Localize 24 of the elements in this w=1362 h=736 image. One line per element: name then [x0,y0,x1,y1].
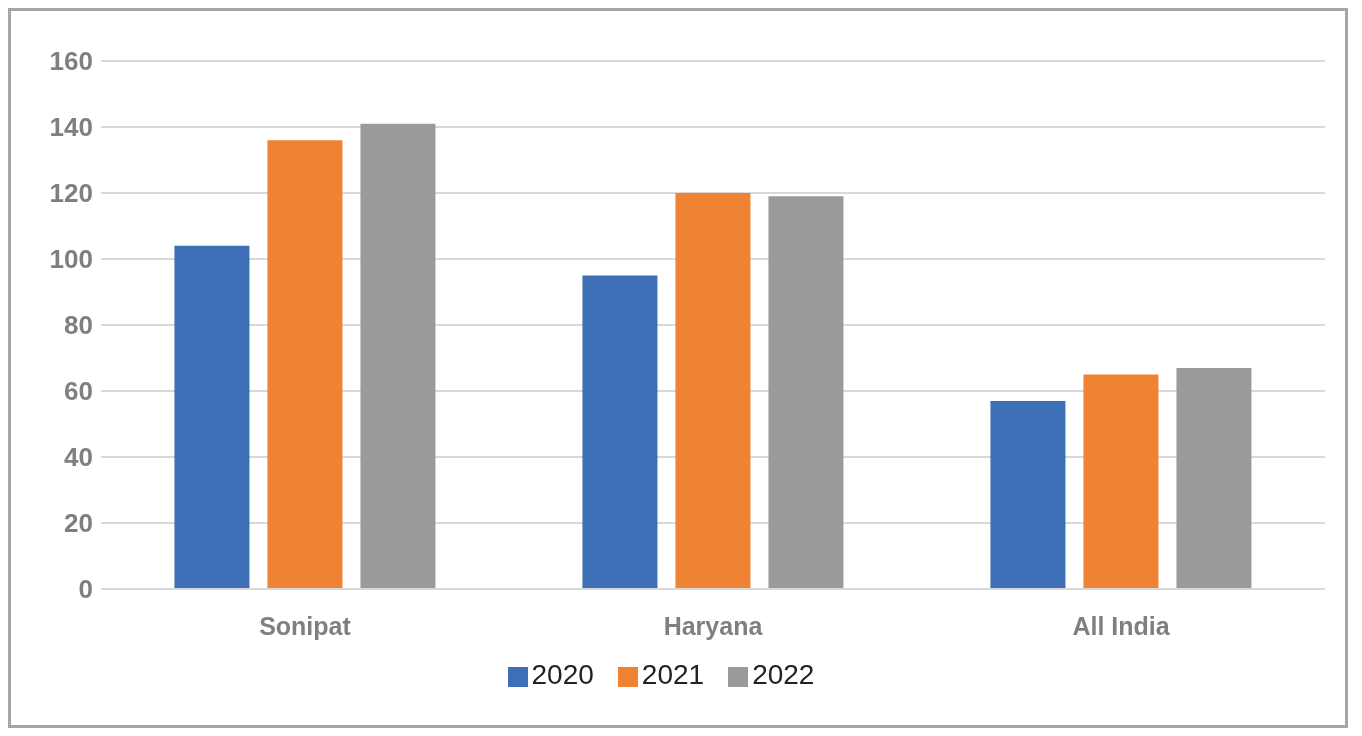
y-tick-label: 100 [49,244,93,275]
bar [768,196,844,589]
x-tick-label: All India [1072,611,1171,640]
bar [1176,367,1252,589]
y-tick-label: 60 [64,376,93,407]
bar [582,275,658,589]
legend-label: 2021 [641,659,705,690]
y-tick-label: 140 [49,112,93,143]
bar [675,193,751,589]
y-tick-label: 160 [49,46,93,77]
y-tick-label: 40 [64,442,93,473]
legend-label: 2020 [531,659,594,690]
y-tick-label: 20 [64,508,93,539]
y-tick-label: 0 [78,574,93,605]
bar [990,400,1066,589]
bar [174,245,250,589]
legend-label: 2022 [752,659,815,690]
x-tick-label: Haryana [663,611,764,640]
bar [267,140,343,589]
y-tick-label: 80 [64,310,93,341]
bar [360,123,436,589]
y-tick-label: 120 [49,178,93,209]
x-tick-label: Sonipat [259,611,352,640]
bar [1083,374,1159,589]
